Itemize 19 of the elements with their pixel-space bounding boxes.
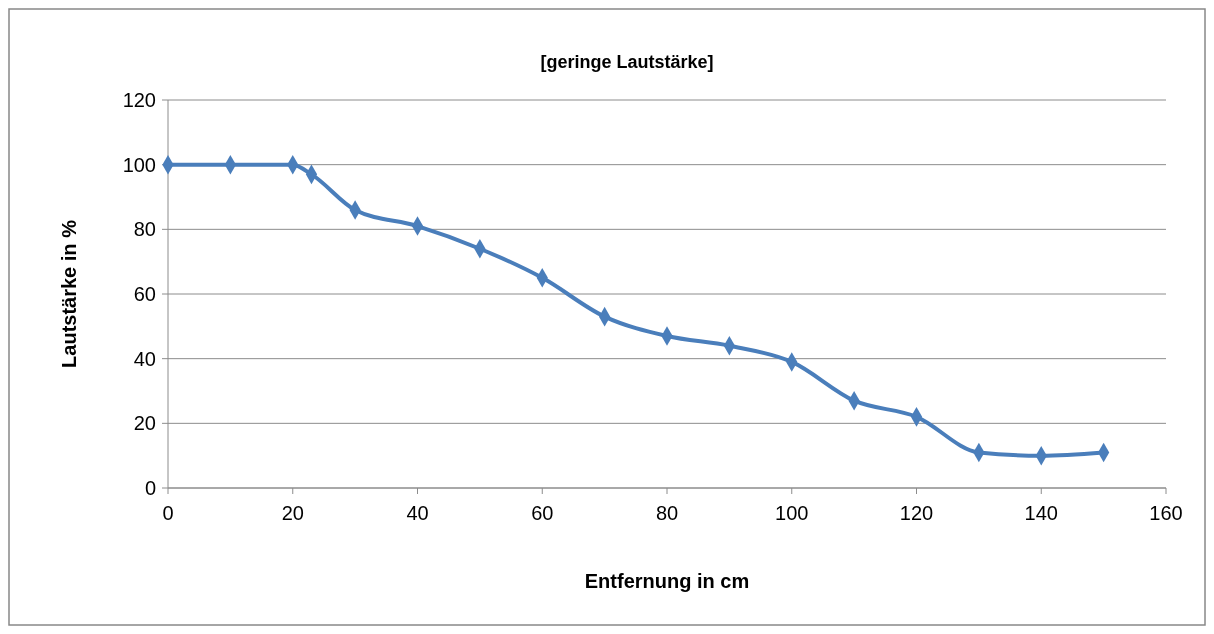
x-tick-label: 0 — [162, 502, 174, 524]
y-tick-label: 0 — [144, 477, 156, 499]
x-axis-title: Entfernung in cm — [584, 570, 750, 592]
y-tick-label: 20 — [133, 412, 156, 435]
x-tick-label: 80 — [655, 502, 679, 524]
y-tick-label: 40 — [133, 347, 156, 370]
y-tick-label: 80 — [133, 218, 156, 241]
x-tick-label: 40 — [406, 502, 429, 524]
y-tick-label: 100 — [122, 153, 156, 176]
x-tick-label: 160 — [1149, 502, 1183, 524]
x-tick-label: 60 — [531, 502, 554, 524]
x-tick-label: 100 — [775, 502, 809, 524]
x-tick-label: 140 — [1024, 502, 1058, 524]
x-tick-label: 20 — [281, 502, 304, 524]
chart-title: [geringe Lautstärke] — [540, 52, 714, 72]
y-axis-title: Lautstärke in % — [58, 219, 80, 368]
y-tick-label: 60 — [133, 283, 156, 305]
x-tick-label: 120 — [899, 502, 934, 524]
y-tick-label: 120 — [122, 89, 156, 111]
